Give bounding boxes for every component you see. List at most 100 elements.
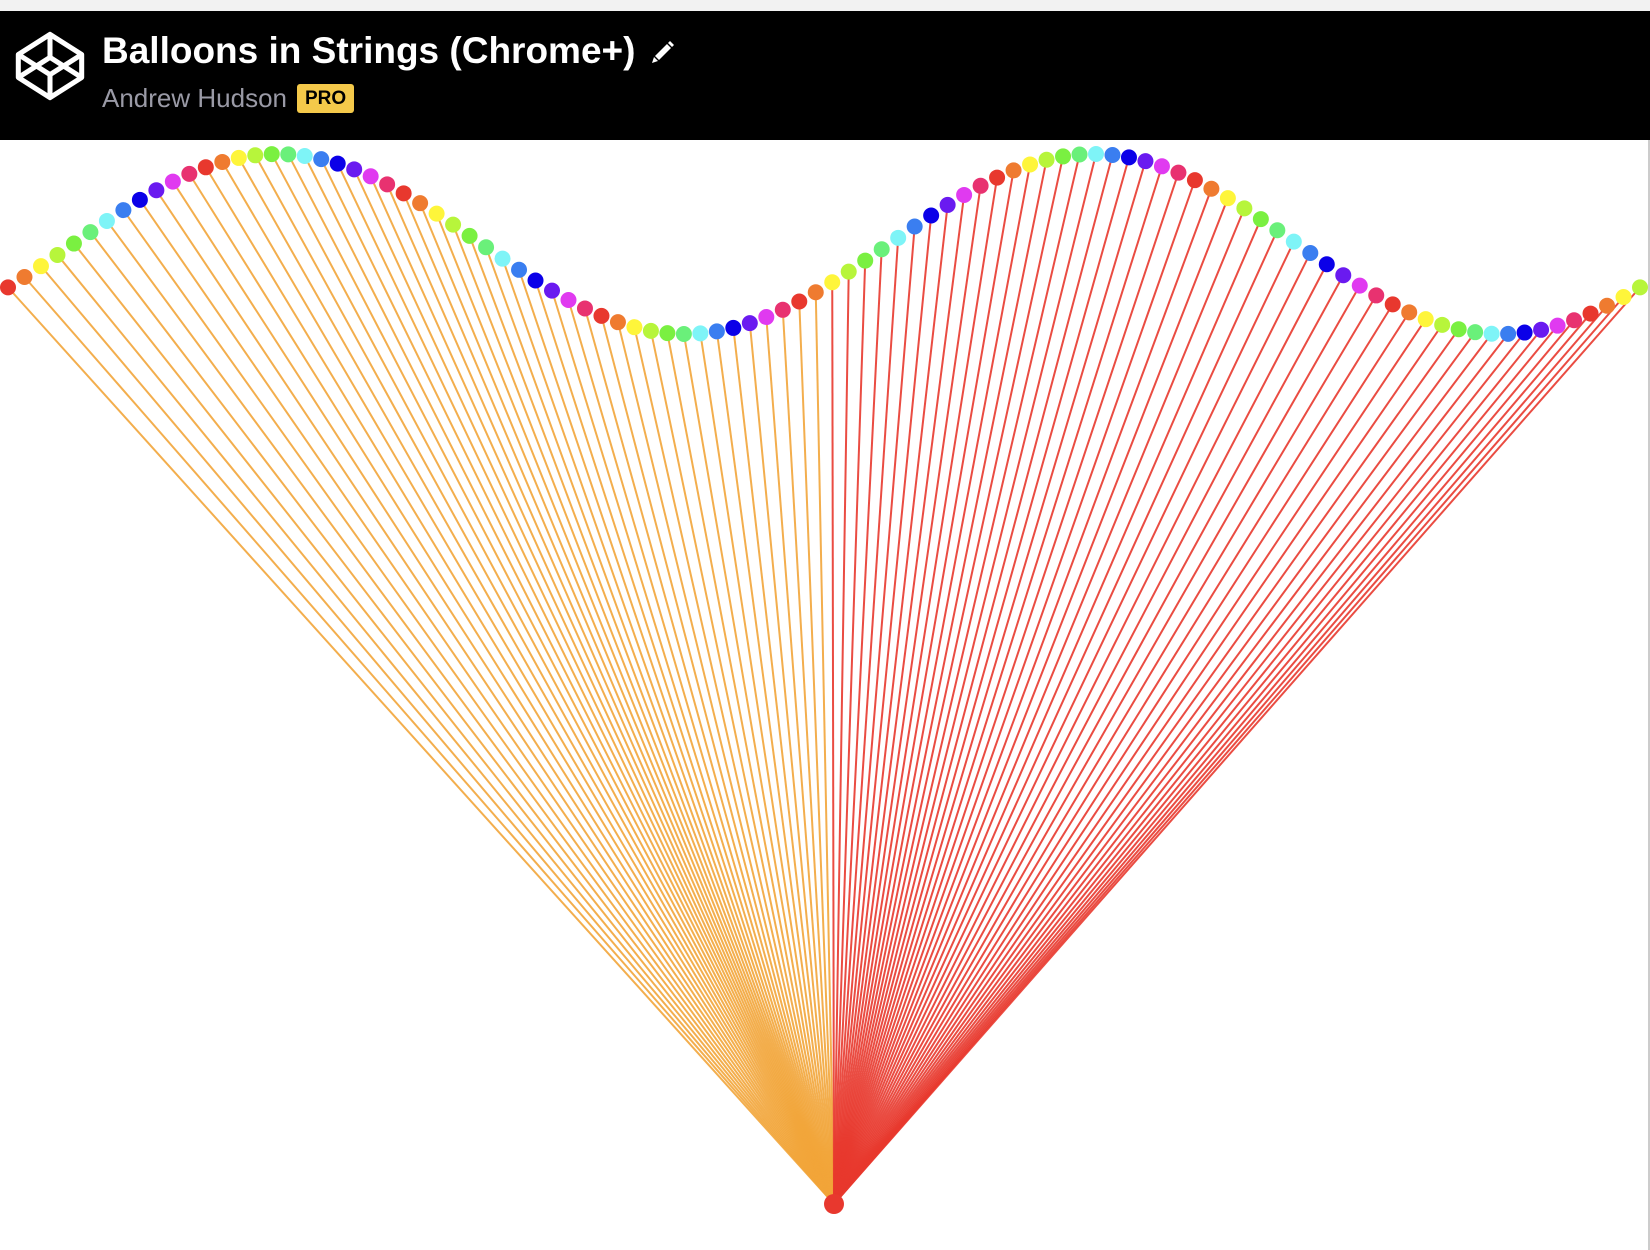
balloon — [544, 282, 560, 299]
balloon-string — [765, 316, 835, 1205]
balloon — [1055, 148, 1072, 165]
balloon-string — [831, 282, 835, 1205]
balloon — [1467, 324, 1484, 341]
balloon — [1599, 297, 1616, 314]
balloon-string — [172, 181, 835, 1205]
balloon — [1566, 312, 1583, 329]
balloon-string — [155, 189, 835, 1205]
balloon-string — [833, 165, 1163, 1205]
balloon — [1417, 311, 1434, 328]
balloon-string — [600, 315, 835, 1205]
balloon — [362, 168, 379, 185]
balloon — [1384, 296, 1401, 313]
balloon-string — [833, 260, 867, 1205]
balloon — [1434, 316, 1451, 333]
author-row: Andrew Hudson PRO — [102, 81, 355, 115]
balloon — [164, 173, 181, 190]
balloon-string — [833, 170, 1015, 1205]
balloon — [445, 216, 462, 233]
balloon-string — [204, 166, 835, 1205]
balloon-string — [833, 188, 1213, 1205]
pro-badge: PRO — [297, 83, 355, 113]
balloon — [346, 161, 363, 178]
balloon — [197, 159, 214, 176]
title-row: Balloons in Strings (Chrome+) — [102, 29, 677, 73]
balloon — [560, 291, 577, 308]
balloon-string — [833, 318, 1427, 1205]
balloon — [478, 239, 495, 256]
balloon — [1269, 222, 1286, 239]
balloon-string — [336, 163, 835, 1205]
balloon-string — [485, 246, 835, 1205]
balloon — [642, 322, 659, 339]
balloon-string — [833, 160, 1147, 1205]
balloon-string — [833, 229, 1279, 1205]
balloon — [576, 300, 593, 317]
balloon — [32, 258, 49, 275]
balloon — [1005, 162, 1022, 179]
balloon-string — [833, 164, 1032, 1205]
balloon-string — [833, 159, 1048, 1205]
balloon — [115, 202, 132, 219]
balloon-string — [237, 157, 835, 1205]
pencil-icon[interactable] — [647, 36, 677, 66]
balloon-string — [833, 153, 1097, 1205]
balloon — [1285, 233, 1302, 250]
codepen-logo-icon[interactable] — [14, 30, 86, 102]
balloon-string — [56, 254, 835, 1205]
balloon-string — [732, 327, 835, 1205]
balloon — [675, 325, 692, 342]
balloon — [1038, 151, 1055, 168]
balloon — [65, 235, 82, 252]
balloon — [1335, 267, 1352, 284]
balloon-string — [833, 185, 982, 1205]
balloon — [1071, 146, 1088, 163]
balloon-string — [833, 311, 1411, 1205]
balloon-string — [781, 309, 835, 1205]
balloon-string — [287, 153, 835, 1205]
balloon — [1401, 304, 1418, 321]
pen-title[interactable]: Balloons in Strings (Chrome+) — [102, 30, 636, 71]
balloon-string — [833, 294, 1378, 1205]
balloon — [1170, 164, 1187, 181]
balloon — [1022, 156, 1039, 173]
browser-top-strip — [0, 0, 1650, 11]
balloon-string — [584, 308, 835, 1205]
balloon — [1615, 288, 1632, 305]
balloon-string — [833, 177, 999, 1205]
balloon-string — [402, 192, 835, 1205]
balloon — [82, 224, 99, 241]
balloon — [774, 301, 791, 318]
anchor-point — [824, 1194, 844, 1214]
balloon-stage — [0, 146, 1648, 1214]
balloon — [230, 149, 247, 166]
balloon-string — [833, 172, 1180, 1205]
author-name[interactable]: Andrew Hudson — [102, 83, 287, 113]
balloon — [131, 191, 148, 208]
balloon-string — [833, 329, 1542, 1205]
balloon — [923, 207, 940, 224]
balloon-string — [435, 213, 835, 1205]
balloon-string — [833, 226, 916, 1205]
balloon-string — [353, 168, 835, 1205]
balloon — [1153, 158, 1170, 175]
balloon-string — [833, 271, 850, 1205]
balloon-string — [501, 258, 835, 1205]
balloon-string — [468, 235, 835, 1205]
balloon-string — [833, 207, 1246, 1205]
balloon-string — [320, 158, 835, 1205]
balloon-string — [798, 301, 835, 1205]
balloon-string — [814, 292, 835, 1205]
balloon-string — [303, 155, 835, 1205]
balloon — [527, 272, 544, 289]
balloon-string — [833, 305, 1608, 1205]
balloon-string — [833, 154, 1114, 1205]
balloon-string — [833, 204, 949, 1205]
balloon-string — [715, 331, 835, 1205]
balloon — [49, 246, 66, 263]
balloon — [1252, 211, 1269, 228]
balloon-string — [833, 312, 1592, 1205]
balloon — [890, 229, 907, 246]
balloon — [1236, 200, 1253, 217]
balloon-string — [833, 194, 966, 1205]
